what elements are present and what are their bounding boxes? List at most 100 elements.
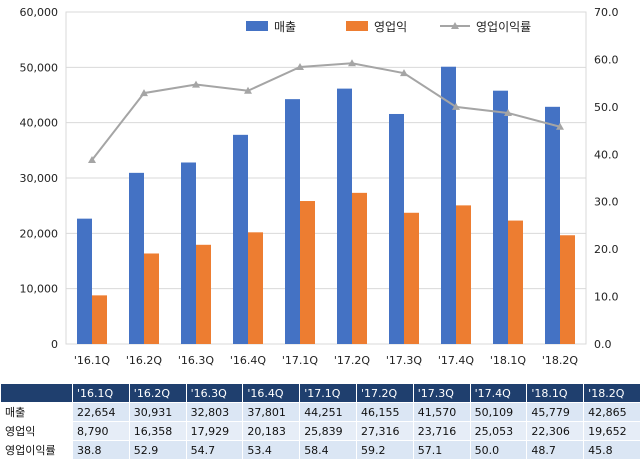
table-header-cell: '16.2Q — [128, 383, 187, 403]
table-header-cell: '16.3Q — [185, 383, 244, 403]
category-label: '16.2Q — [126, 354, 163, 367]
right-tick-label: 20.0 — [594, 243, 619, 256]
bar-operating-profit — [196, 244, 211, 344]
bar-revenue — [77, 218, 92, 344]
bar-revenue — [389, 113, 404, 344]
margin-marker — [296, 63, 304, 71]
table-cell: 45.8 — [583, 440, 640, 460]
legend-label: 매출 — [274, 20, 296, 34]
table-row-revenue: 매출 22,654 30,931 32,803 37,801 44,251 46… — [0, 402, 640, 422]
bar-operating-profit — [352, 192, 367, 344]
bar-revenue — [181, 162, 196, 344]
table-header-cell: '16.4Q — [242, 383, 301, 403]
table-cell: 27,316 — [355, 421, 414, 441]
table-corner-cell — [0, 383, 73, 403]
margin-marker — [192, 80, 200, 88]
table-cell: 23,716 — [412, 421, 471, 441]
margin-marker — [348, 59, 356, 67]
left-tick-label: 60,000 — [20, 6, 59, 19]
category-label: '17.3Q — [386, 354, 423, 367]
left-tick-label: 10,000 — [20, 283, 59, 296]
right-tick-label: 30.0 — [594, 196, 619, 209]
combo-chart: 0 10,000 20,000 30,000 40,000 50,000 60,000 0.0… — [20, 6, 619, 367]
category-label: '16.4Q — [230, 354, 267, 367]
table-cell: 25,839 — [299, 421, 357, 441]
table-cell: 53.4 — [242, 440, 301, 460]
left-tick-label: 50,000 — [20, 61, 59, 74]
table-cell: 17,929 — [185, 421, 244, 441]
legend-swatch — [346, 21, 368, 31]
right-tick-label: 0.0 — [594, 338, 612, 351]
table-cell: 52.9 — [128, 440, 187, 460]
table-header-row: '16.1Q '16.2Q '16.3Q '16.4Q '17.1Q '17.2… — [0, 383, 640, 403]
table-row-operating-profit: 영업익 8,790 16,358 17,929 20,183 25,839 27… — [0, 421, 640, 441]
right-tick-label: 50.0 — [594, 101, 619, 114]
left-tick-label: 40,000 — [20, 117, 59, 130]
margin-marker — [452, 102, 460, 110]
table-cell: 22,306 — [526, 421, 585, 441]
right-tick-label: 60.0 — [594, 53, 619, 66]
bar-revenue — [337, 88, 352, 344]
margin-marker — [504, 109, 512, 117]
right-tick-label: 40.0 — [594, 148, 619, 161]
table-row-label: 매출 — [0, 402, 73, 422]
bar-operating-profit — [560, 235, 575, 344]
right-tick-label: 10.0 — [594, 291, 619, 304]
table-header-cell: '18.2Q — [583, 383, 640, 403]
bar-revenue — [441, 66, 456, 345]
right-tick-label: 70.0 — [594, 6, 619, 19]
margin-marker — [88, 155, 96, 163]
left-tick-label: 0 — [51, 338, 58, 351]
category-label: '16.3Q — [178, 354, 215, 367]
table-cell: 45,779 — [526, 402, 585, 422]
category-label: '17.1Q — [282, 354, 319, 367]
table-row-label: 영업이익률 — [0, 440, 73, 460]
margin-marker — [244, 86, 252, 94]
bar-operating-profit — [456, 205, 471, 344]
table-header-cell: '17.1Q — [299, 383, 357, 403]
table-cell: 50.0 — [469, 440, 528, 460]
bar-revenue — [285, 99, 300, 344]
category-label: '18.1Q — [490, 354, 527, 367]
table-cell: 50,109 — [469, 402, 528, 422]
table-cell: 19,652 — [583, 421, 640, 441]
table-cell: 48.7 — [526, 440, 585, 460]
bar-revenue — [129, 172, 144, 344]
legend-label: 영업이익률 — [476, 20, 531, 34]
bar-operating-profit — [248, 232, 263, 344]
table-cell: 20,183 — [242, 421, 301, 441]
table-cell: 22,654 — [72, 402, 130, 422]
table-cell: 32,803 — [185, 402, 244, 422]
legend-marker — [451, 22, 459, 29]
table-cell: 30,931 — [128, 402, 187, 422]
table-cell: 57.1 — [412, 440, 471, 460]
table-cell: 46,155 — [355, 402, 414, 422]
table-cell: 37,801 — [242, 402, 301, 422]
table-cell: 8,790 — [72, 421, 130, 441]
table-cell: 25,053 — [469, 421, 528, 441]
category-label: '17.4Q — [438, 354, 475, 367]
category-label: '18.2Q — [542, 354, 579, 367]
table-cell: 54.7 — [185, 440, 244, 460]
table-row-label: 영업익 — [0, 421, 73, 441]
data-table: '16.1Q '16.2Q '16.3Q '16.4Q '17.1Q '17.2… — [0, 383, 640, 460]
margin-marker — [140, 89, 148, 97]
table-header-cell: '18.1Q — [526, 383, 585, 403]
table-cell: 44,251 — [299, 402, 357, 422]
bar-operating-profit — [144, 253, 159, 344]
margin-marker — [400, 69, 408, 77]
margin-marker — [556, 122, 564, 130]
table-cell: 38.8 — [72, 440, 130, 460]
table-cell: 42,865 — [583, 402, 640, 422]
table-cell: 41,570 — [412, 402, 471, 422]
table-cell: 16,358 — [128, 421, 187, 441]
table-cell: 59.2 — [355, 440, 414, 460]
category-label: '16.1Q — [74, 354, 111, 367]
left-tick-label: 20,000 — [20, 227, 59, 240]
table-header-cell: '16.1Q — [72, 383, 130, 403]
bar-operating-profit — [300, 201, 315, 344]
bar-revenue — [493, 90, 508, 344]
bar-operating-profit — [92, 295, 107, 344]
bar-operating-profit — [508, 220, 523, 344]
table-header-cell: '17.3Q — [412, 383, 471, 403]
